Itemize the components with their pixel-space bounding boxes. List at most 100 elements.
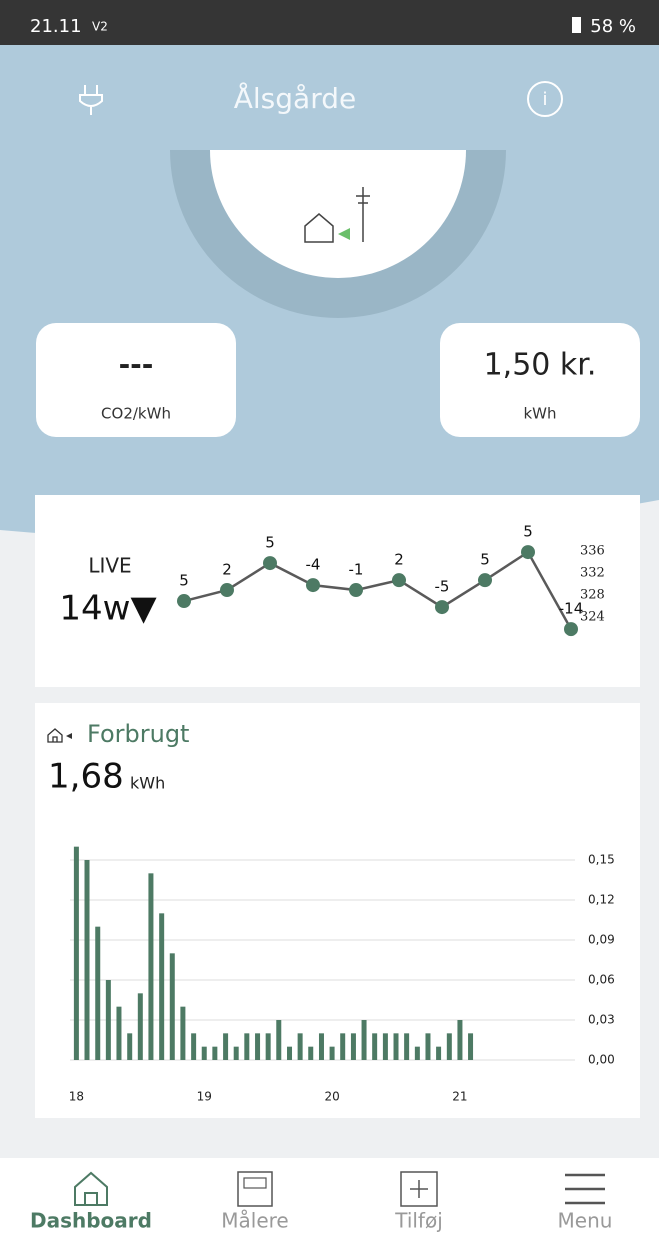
bar	[308, 1046, 314, 1060]
info-i: i	[542, 89, 547, 110]
x-tick-label: 19	[197, 1090, 212, 1104]
bar	[95, 926, 101, 1060]
nav-add[interactable]: Tilføj	[394, 1209, 443, 1233]
bar	[276, 1020, 282, 1060]
live-line	[183, 550, 573, 630]
live-value: 14w▼	[59, 589, 157, 629]
flow-arrow	[338, 228, 350, 240]
live-point	[306, 578, 320, 593]
gauge-center	[210, 150, 466, 278]
point-annotation: 5	[179, 572, 189, 590]
point-annotation: 5	[480, 551, 490, 569]
nav-meters[interactable]: Målere	[221, 1209, 288, 1233]
live-point	[177, 594, 191, 609]
price-card	[440, 323, 640, 437]
bar	[446, 1033, 452, 1060]
point-annotation: 5	[265, 534, 275, 552]
point-annotation: 2	[394, 551, 404, 569]
bar	[191, 1033, 197, 1060]
nav-menu[interactable]: Menu	[558, 1209, 613, 1233]
y-tick-label: 336	[580, 544, 605, 559]
co2-unit: CO2/kWh	[101, 405, 171, 423]
live-point	[478, 573, 492, 588]
live-card	[35, 495, 640, 687]
nav-meters-display	[243, 1177, 267, 1189]
bar	[116, 1006, 122, 1060]
live-label: LIVE	[88, 554, 131, 578]
bar	[340, 1033, 346, 1060]
live-point	[564, 622, 578, 637]
y-tick-label: 324	[580, 610, 605, 625]
co2-value: ---	[119, 348, 154, 381]
bar	[404, 1033, 410, 1060]
bar	[105, 980, 111, 1060]
live-point	[392, 573, 406, 588]
bar	[350, 1033, 356, 1060]
consumption-value: 1,68	[48, 757, 124, 797]
bar	[425, 1033, 431, 1060]
y-tick-label: 328	[580, 588, 605, 603]
bar	[393, 1033, 399, 1060]
bar	[244, 1033, 250, 1060]
nav-dashboard[interactable]: Dashboard	[30, 1209, 152, 1233]
bar	[318, 1033, 324, 1060]
pylon-icon	[356, 187, 370, 242]
bar	[169, 953, 175, 1060]
point-annotation: -14	[559, 600, 584, 618]
live-point	[349, 583, 363, 598]
live-point	[521, 545, 535, 560]
status-battery: 58 %	[590, 16, 636, 37]
bar	[414, 1046, 420, 1060]
x-tick-label: 18	[69, 1090, 84, 1104]
bar	[212, 1046, 218, 1060]
consumption-card	[35, 703, 640, 1118]
consumption-unit: kWh	[130, 774, 165, 793]
bar	[265, 1033, 271, 1060]
nav-add-icon[interactable]	[400, 1171, 438, 1207]
x-tick-label: 20	[324, 1090, 339, 1104]
bar	[255, 1033, 261, 1060]
bar	[84, 860, 90, 1060]
point-annotation: -4	[306, 556, 321, 574]
x-tick-label: 21	[452, 1090, 467, 1104]
live-chart: 336 332 328 324 5 2 5 -4 -1 2 -5 5 5 -14	[177, 523, 605, 637]
bar	[137, 993, 143, 1060]
bottom-nav	[0, 1158, 659, 1243]
status-bar	[0, 0, 659, 45]
bar	[329, 1046, 335, 1060]
live-point	[220, 583, 234, 598]
y-tick-label: 0,12	[588, 893, 615, 907]
nav-dashboard-icon[interactable]	[74, 1171, 108, 1206]
small-arrow	[66, 733, 72, 739]
y-tick-label: 0,15	[588, 853, 615, 867]
nav-meters-icon[interactable]	[237, 1171, 273, 1207]
nav-menu-icon[interactable]	[565, 1173, 605, 1205]
live-point	[435, 600, 449, 615]
y-tick-label: 0,03	[588, 1013, 615, 1027]
consumption-title: Forbrugt	[87, 720, 189, 748]
battery-icon	[572, 17, 581, 33]
bar	[382, 1033, 388, 1060]
bar	[287, 1046, 293, 1060]
point-annotation: -5	[435, 578, 450, 596]
bar	[73, 846, 79, 1060]
bar	[127, 1033, 133, 1060]
bar	[457, 1020, 463, 1060]
y-tick-label: 332	[580, 566, 605, 581]
bar	[436, 1046, 442, 1060]
price-value: 1,50 kr.	[484, 348, 597, 383]
price-unit: kWh	[523, 405, 556, 423]
point-annotation: 5	[523, 523, 533, 541]
info-icon[interactable]	[527, 81, 563, 117]
bar	[297, 1033, 303, 1060]
status-time: 21.11	[30, 16, 82, 37]
bar	[372, 1033, 378, 1060]
y-tick-label: 0,00	[588, 1053, 615, 1067]
bar-chart: 0,00 0,03 0,06 0,09 0,12 0,15 18 19 20 21	[69, 846, 615, 1104]
plug-icon[interactable]	[79, 85, 103, 115]
y-tick-label: 0,09	[588, 933, 615, 947]
house-icon	[304, 213, 334, 243]
header-title: Ålsgårde	[234, 81, 356, 115]
